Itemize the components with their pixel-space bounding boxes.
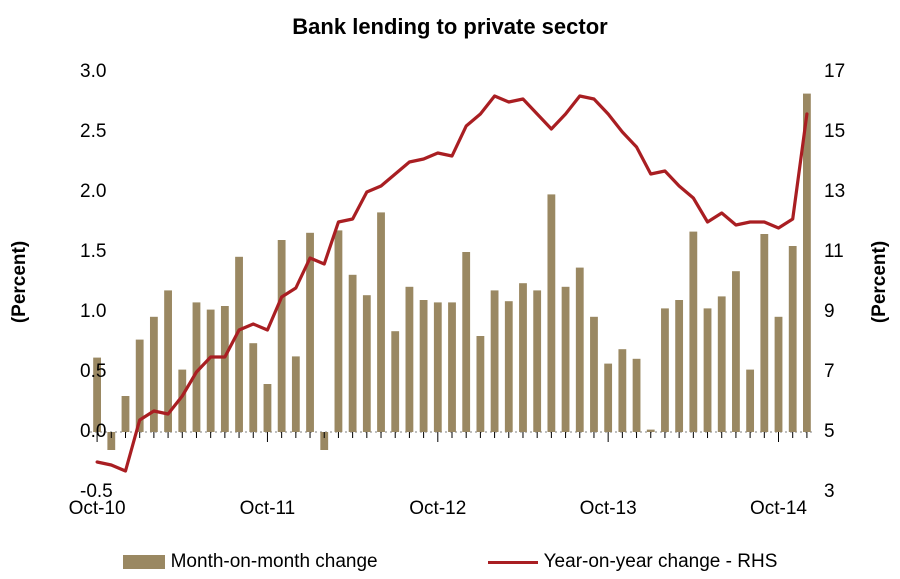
bar [448, 302, 456, 432]
bar [718, 296, 726, 432]
y-axis-label-right: (Percent) [869, 241, 891, 323]
bar [292, 356, 300, 432]
bar [562, 287, 570, 432]
bar [207, 310, 215, 432]
bar [704, 308, 712, 432]
bar [391, 331, 399, 432]
bar [221, 306, 229, 432]
x-tick-label: Oct-12 [409, 498, 466, 520]
bar [675, 300, 683, 432]
y-axis-label-left: (Percent) [9, 241, 31, 323]
bar [476, 336, 484, 432]
bar [420, 300, 428, 432]
legend-swatch-line [488, 561, 538, 564]
legend: Month-on-month change Year-on-year change… [0, 551, 900, 573]
x-tick-label: Oct-13 [580, 498, 637, 520]
plot-area [90, 72, 814, 492]
y-right-tick-label: 5 [824, 421, 835, 443]
x-tick-label: Oct-10 [69, 498, 126, 520]
bar [264, 384, 272, 432]
bar [519, 283, 527, 432]
legend-item: Month-on-month change [123, 551, 378, 573]
x-tick-label: Oct-11 [240, 498, 296, 520]
y-right-tick-label: 15 [824, 121, 845, 143]
x-tick-label: Oct-14 [750, 498, 807, 520]
bar [547, 194, 555, 432]
bar [775, 317, 783, 432]
bar [746, 370, 754, 432]
bar [618, 349, 626, 432]
bar [235, 257, 243, 432]
bar [335, 230, 343, 432]
legend-label: Year-on-year change - RHS [544, 551, 778, 573]
bar [406, 287, 414, 432]
y-right-tick-label: 17 [824, 61, 845, 83]
bar [278, 240, 286, 432]
bar [491, 290, 499, 432]
bar [363, 295, 371, 432]
y-right-tick-label: 9 [824, 301, 835, 323]
y-right-tick-label: 7 [824, 361, 835, 383]
y-right-tick-label: 13 [824, 181, 845, 203]
y-right-tick-label: 11 [824, 241, 844, 263]
bar [122, 396, 130, 432]
bar [590, 317, 598, 432]
chart-title: Bank lending to private sector [0, 14, 900, 40]
bar [732, 271, 740, 432]
chart-container: Bank lending to private sector (Percent)… [0, 0, 900, 579]
bar [150, 317, 158, 432]
bar [633, 359, 641, 432]
bar [661, 308, 669, 432]
bar [533, 290, 541, 432]
bar [462, 252, 470, 432]
bar [689, 232, 697, 432]
bar [505, 301, 513, 432]
bar [647, 430, 655, 432]
bar [434, 302, 442, 432]
legend-label: Month-on-month change [171, 551, 378, 573]
bar [789, 246, 797, 432]
bar [349, 275, 357, 432]
legend-swatch-rect [123, 555, 165, 569]
bar [760, 234, 768, 432]
bar [604, 364, 612, 432]
y-right-tick-label: 3 [824, 481, 835, 503]
bar [249, 343, 257, 432]
bar [377, 212, 385, 432]
chart-svg-layer [90, 72, 814, 492]
bar [576, 268, 584, 432]
legend-item: Year-on-year change - RHS [488, 551, 778, 573]
